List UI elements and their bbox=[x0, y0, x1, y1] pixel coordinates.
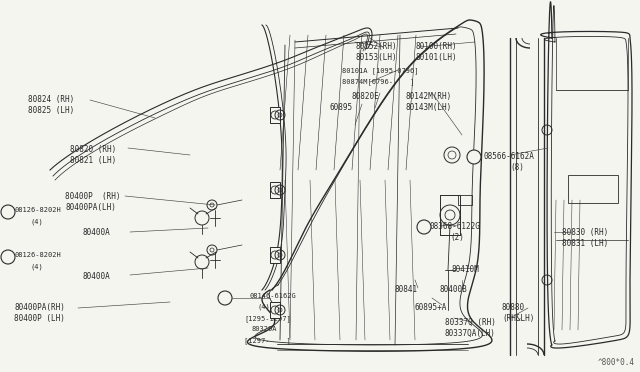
Circle shape bbox=[1, 205, 15, 219]
Text: (4): (4) bbox=[30, 218, 43, 224]
Text: 08126-8202H: 08126-8202H bbox=[14, 252, 61, 258]
Text: (4): (4) bbox=[258, 304, 271, 311]
Text: 80101(LH): 80101(LH) bbox=[416, 53, 458, 62]
Text: 80100(RH): 80100(RH) bbox=[416, 42, 458, 51]
Text: B: B bbox=[223, 295, 227, 301]
Text: 80337Q (RH): 80337Q (RH) bbox=[445, 318, 496, 327]
Circle shape bbox=[467, 150, 481, 164]
Bar bbox=[270, 247, 280, 263]
Text: 80337QA(LH): 80337QA(LH) bbox=[445, 329, 496, 338]
Circle shape bbox=[1, 250, 15, 264]
Text: 08566-6162A: 08566-6162A bbox=[484, 152, 535, 161]
Text: 60895+A: 60895+A bbox=[415, 303, 447, 312]
Bar bbox=[568, 175, 618, 203]
Text: 80153(LH): 80153(LH) bbox=[356, 53, 397, 62]
Text: (8): (8) bbox=[510, 163, 524, 172]
Text: (4): (4) bbox=[30, 263, 43, 269]
Text: 80830 (RH): 80830 (RH) bbox=[562, 228, 608, 237]
Text: 80400A: 80400A bbox=[82, 272, 109, 281]
Text: 80821 (LH): 80821 (LH) bbox=[70, 156, 116, 165]
Text: (2): (2) bbox=[450, 233, 464, 242]
Text: 08126-8202H: 08126-8202H bbox=[14, 207, 61, 213]
Text: 80824 (RH): 80824 (RH) bbox=[28, 95, 74, 104]
Bar bbox=[458, 195, 472, 205]
Bar bbox=[270, 182, 280, 198]
Bar bbox=[270, 302, 280, 318]
Text: B: B bbox=[6, 209, 10, 215]
Text: 80400A: 80400A bbox=[82, 228, 109, 237]
Text: 80831 (LH): 80831 (LH) bbox=[562, 239, 608, 248]
Text: 80400B: 80400B bbox=[440, 285, 468, 294]
Text: S: S bbox=[422, 224, 426, 230]
Text: 80410M: 80410M bbox=[452, 265, 480, 274]
Text: 80143M(LH): 80143M(LH) bbox=[406, 103, 452, 112]
Text: 80400P  (RH): 80400P (RH) bbox=[65, 192, 120, 201]
Text: ^800*0.4: ^800*0.4 bbox=[598, 358, 635, 367]
Text: B: B bbox=[6, 254, 10, 260]
Text: 60895: 60895 bbox=[330, 103, 353, 112]
Text: 08368-6122G: 08368-6122G bbox=[430, 222, 481, 231]
Text: 80320A: 80320A bbox=[252, 326, 278, 332]
Circle shape bbox=[417, 220, 431, 234]
Text: (RH&LH): (RH&LH) bbox=[502, 314, 534, 323]
Text: 80825 (LH): 80825 (LH) bbox=[28, 106, 74, 115]
Text: 80152(RH): 80152(RH) bbox=[356, 42, 397, 51]
Text: 80880: 80880 bbox=[502, 303, 525, 312]
Text: S: S bbox=[472, 154, 476, 160]
Text: 80101A [1095-0796]: 80101A [1095-0796] bbox=[342, 67, 419, 74]
Circle shape bbox=[218, 291, 232, 305]
Text: 80874M[0796-    ]: 80874M[0796- ] bbox=[342, 78, 414, 85]
Text: 80820 (RH): 80820 (RH) bbox=[70, 145, 116, 154]
Bar bbox=[270, 107, 280, 123]
Text: 80400PA(LH): 80400PA(LH) bbox=[65, 203, 116, 212]
Text: [1295-1297]: [1295-1297] bbox=[244, 315, 291, 322]
Text: 80400PA(RH): 80400PA(RH) bbox=[14, 303, 65, 312]
Text: 08146-6162G: 08146-6162G bbox=[250, 293, 297, 299]
Text: 80820E: 80820E bbox=[352, 92, 380, 101]
Text: 80841: 80841 bbox=[395, 285, 418, 294]
Text: [1297-    ]: [1297- ] bbox=[244, 337, 291, 344]
Text: 80400P (LH): 80400P (LH) bbox=[14, 314, 65, 323]
Text: 80142M(RH): 80142M(RH) bbox=[406, 92, 452, 101]
